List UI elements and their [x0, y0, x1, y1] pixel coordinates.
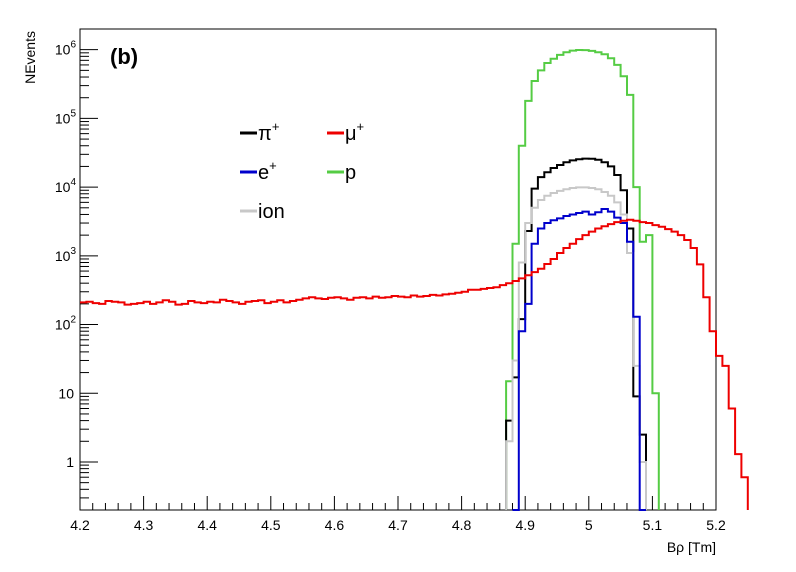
- legend-label: p: [345, 162, 356, 184]
- series-positron: [512, 208, 646, 511]
- y-tick-label: 102: [55, 315, 77, 333]
- legend-label: π+: [258, 119, 279, 145]
- x-tick-label: 4.9: [515, 517, 535, 533]
- x-tick-label: 4.3: [134, 517, 154, 533]
- legend-label: e+: [258, 158, 277, 184]
- series-proton: [505, 49, 660, 510]
- legend-label: ion: [258, 201, 285, 223]
- series-muon: [80, 218, 749, 510]
- x-tick-label: 4.6: [325, 517, 345, 533]
- y-tick-label: 105: [55, 108, 77, 126]
- y-tick-label: 10: [58, 385, 74, 401]
- y-tick-label: 106: [55, 40, 77, 58]
- x-tick-label: 4.5: [261, 517, 281, 533]
- series-ion: [505, 186, 647, 510]
- y-tick-label: 1: [66, 454, 74, 470]
- x-tick-label: 4.2: [70, 517, 90, 533]
- x-tick-label: 4.8: [452, 517, 472, 533]
- panel-label: (b): [110, 44, 138, 69]
- y-tick-label: 104: [55, 177, 77, 195]
- plot-frame: [79, 28, 717, 511]
- x-tick-label: 5.2: [706, 517, 726, 533]
- y-tick-label: 103: [55, 246, 77, 264]
- x-tick-label: 4.7: [388, 517, 408, 533]
- x-tick-label: 4.4: [197, 517, 217, 533]
- x-tick-label: 5: [585, 517, 593, 533]
- x-tick-label: 5.1: [643, 517, 663, 533]
- x-axis-title: Bρ [Tm]: [667, 539, 716, 555]
- series-pion: [505, 157, 647, 510]
- y-axis-title: NEvents: [22, 31, 38, 84]
- legend-label: μ+: [345, 119, 364, 145]
